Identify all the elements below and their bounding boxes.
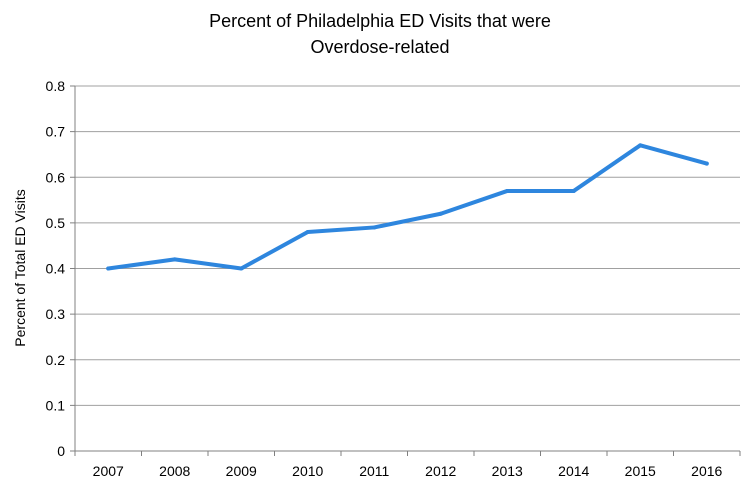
data-point bbox=[305, 230, 310, 234]
x-tick-label: 2016 bbox=[691, 463, 722, 479]
data-point bbox=[372, 225, 377, 230]
axes bbox=[70, 85, 741, 456]
x-tick-label: 2008 bbox=[159, 463, 190, 479]
data-point bbox=[239, 266, 244, 271]
data-point bbox=[106, 266, 111, 271]
y-tick-label: 0.3 bbox=[46, 306, 66, 322]
x-tick-label: 2013 bbox=[492, 463, 523, 479]
x-tick-label: 2011 bbox=[359, 463, 389, 479]
x-tick-labels: 2007 2008 2009 2010 2011 2012 2013 2014 2015 2016 bbox=[93, 463, 723, 479]
series-line bbox=[106, 143, 709, 271]
y-tick-label: 0 bbox=[57, 443, 65, 459]
data-point bbox=[571, 188, 576, 193]
x-tick-label: 2009 bbox=[226, 463, 257, 479]
data-point bbox=[704, 161, 709, 166]
x-tick-label: 2014 bbox=[558, 463, 589, 479]
data-point bbox=[638, 143, 643, 148]
x-tick-label: 2012 bbox=[425, 463, 456, 479]
y-tick-label: 0.8 bbox=[46, 78, 66, 94]
y-tick-label: 0.4 bbox=[46, 261, 66, 277]
x-tick-label: 2015 bbox=[625, 463, 656, 479]
data-point bbox=[438, 211, 443, 216]
chart-title-line-1: Percent of Philadelphia ED Visits that w… bbox=[209, 11, 551, 31]
chart-title-line-2: Overdose-related bbox=[310, 37, 449, 57]
gridlines bbox=[75, 85, 740, 406]
y-tick-labels: 0 0.1 0.2 0.3 0.4 0.5 0.6 0.7 0.8 bbox=[46, 78, 66, 459]
y-axis-label: Percent of Total ED Visits bbox=[12, 189, 28, 346]
y-tick-label: 0.6 bbox=[46, 169, 66, 185]
y-tick-label: 0.5 bbox=[46, 215, 66, 231]
x-tick-label: 2010 bbox=[292, 463, 323, 479]
series-layer bbox=[106, 143, 709, 271]
x-tick-label: 2007 bbox=[93, 463, 124, 479]
y-tick-label: 0.7 bbox=[46, 124, 66, 140]
y-tick-label: 0.1 bbox=[46, 397, 66, 413]
y-tick-label: 0.2 bbox=[46, 352, 66, 368]
data-point bbox=[505, 188, 510, 193]
data-point bbox=[172, 257, 177, 262]
